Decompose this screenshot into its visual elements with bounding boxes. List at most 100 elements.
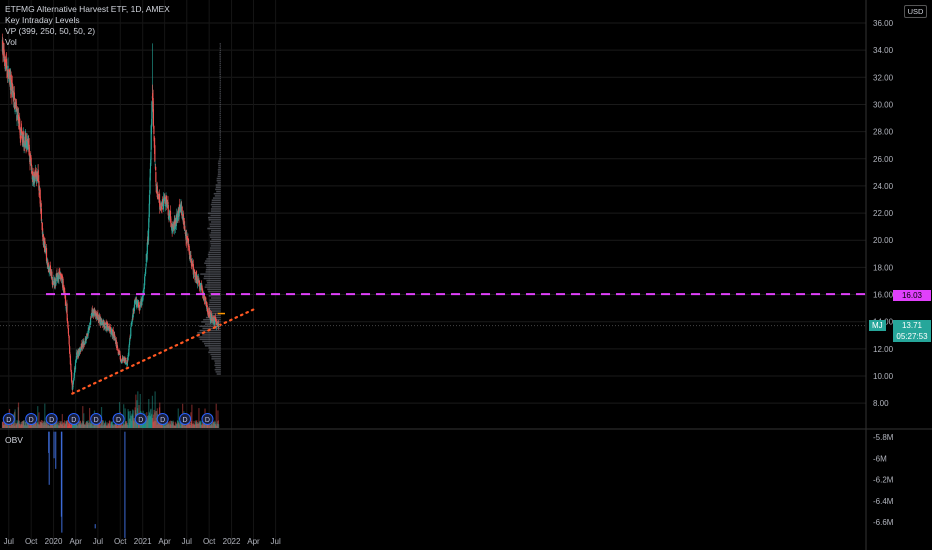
volume-bar <box>72 422 74 428</box>
volume-bar <box>170 420 173 428</box>
volume-bar <box>203 420 205 428</box>
obv-tick-label: -6.6M <box>873 518 894 527</box>
volume-profile-row <box>219 95 221 97</box>
volume-bar <box>150 414 152 428</box>
volume-profile-row <box>209 225 221 228</box>
volume-profile-row <box>219 153 221 156</box>
volume-bar <box>190 423 192 428</box>
volume-bar <box>114 425 116 428</box>
volume-bar <box>141 422 144 428</box>
volume-profile-row <box>206 266 221 269</box>
volume-bar <box>43 422 45 428</box>
volume-bar <box>112 425 115 428</box>
volume-bar <box>83 424 86 428</box>
candle-body <box>37 170 39 182</box>
volume-bar <box>45 422 47 428</box>
volume-bar <box>131 414 133 428</box>
candle-body <box>10 76 12 88</box>
volume-bar <box>191 425 193 428</box>
volume-bar <box>49 422 51 428</box>
candle-body <box>137 303 140 308</box>
volume-bar <box>202 422 204 428</box>
volume-profile-row <box>197 332 221 334</box>
candle-body <box>107 324 109 328</box>
volume-bar <box>97 422 99 428</box>
volume-profile-row <box>216 190 221 193</box>
volume-bar <box>28 421 30 428</box>
candle-body <box>119 351 121 355</box>
volume-bar <box>181 424 183 428</box>
obv-pane-label[interactable]: OBV <box>5 435 23 445</box>
volume-bar <box>173 425 176 428</box>
volume-profile-row <box>215 366 221 369</box>
volume-profile-row <box>219 127 221 130</box>
volume-bar <box>191 404 193 428</box>
volume-bar <box>144 419 146 428</box>
legend-indicator-key-levels[interactable]: Key Intraday Levels <box>5 15 80 25</box>
legend-indicator-vol[interactable]: Vol <box>5 37 17 47</box>
volume-bar <box>27 423 29 428</box>
volume-bar <box>114 423 117 428</box>
volume-bar <box>85 421 88 428</box>
candle-body <box>216 324 219 327</box>
candle-body <box>29 155 31 162</box>
candle-body <box>69 356 71 365</box>
volume-bar <box>22 421 24 428</box>
candle-body <box>127 355 129 361</box>
volume-bar <box>46 424 48 428</box>
volume-bar <box>155 410 158 428</box>
currency-badge[interactable]: USD <box>904 5 927 18</box>
legend-indicator-vp[interactable]: VP (399, 250, 50, 50, 2) <box>5 26 96 36</box>
candle-body <box>106 322 108 325</box>
volume-bar <box>99 422 101 428</box>
volume-bar <box>174 425 176 428</box>
volume-bar <box>194 424 196 428</box>
bar-countdown: 05:27:53 <box>896 332 928 341</box>
volume-bar <box>145 420 147 428</box>
legend-title[interactable]: ETFMG Alternative Harvest ETF, 1D, AMEX <box>5 4 170 14</box>
volume-bar <box>196 420 198 428</box>
candle-body <box>125 360 127 362</box>
volume-bar <box>111 424 114 428</box>
volume-bar <box>37 422 39 428</box>
volume-bar <box>167 421 169 428</box>
volume-bar <box>88 422 90 428</box>
obv-pane <box>48 431 126 538</box>
volume-bar <box>127 409 129 428</box>
volume-bar <box>205 421 207 428</box>
dividend-marker: D <box>134 413 147 425</box>
volume-bar <box>76 424 78 428</box>
volume-bar <box>102 420 104 428</box>
volume-bar <box>150 409 152 428</box>
y-tick-label: 20.00 <box>873 236 894 245</box>
volume-profile-row <box>208 219 221 221</box>
volume-profile-row <box>219 97 221 99</box>
volume-bar <box>5 422 7 428</box>
volume-bar <box>185 425 187 428</box>
volume-bar <box>210 423 212 428</box>
volume-bar <box>38 424 41 428</box>
volume-bar <box>194 420 197 428</box>
volume-bar <box>137 391 139 428</box>
candle-body <box>131 322 133 325</box>
volume-bar <box>214 420 216 428</box>
volume-bar <box>123 425 125 428</box>
volume-bar <box>163 423 165 428</box>
candle-body <box>88 327 90 331</box>
volume-bar <box>80 424 82 428</box>
candle-body <box>177 208 180 213</box>
volume-profile-row <box>217 182 221 184</box>
volume-profile-row <box>219 58 221 60</box>
volume-profile-row <box>208 255 221 258</box>
volume-bar <box>49 425 51 428</box>
candle-body <box>122 359 125 361</box>
volume-bar <box>8 425 10 428</box>
volume-bar <box>209 425 211 428</box>
volume-bar <box>99 423 101 428</box>
volume-bar <box>180 422 182 428</box>
volume-bar <box>29 423 31 428</box>
volume-bar <box>42 425 44 428</box>
volume-bar <box>32 422 34 428</box>
volume-bar <box>136 400 138 428</box>
candle-body <box>211 318 213 321</box>
